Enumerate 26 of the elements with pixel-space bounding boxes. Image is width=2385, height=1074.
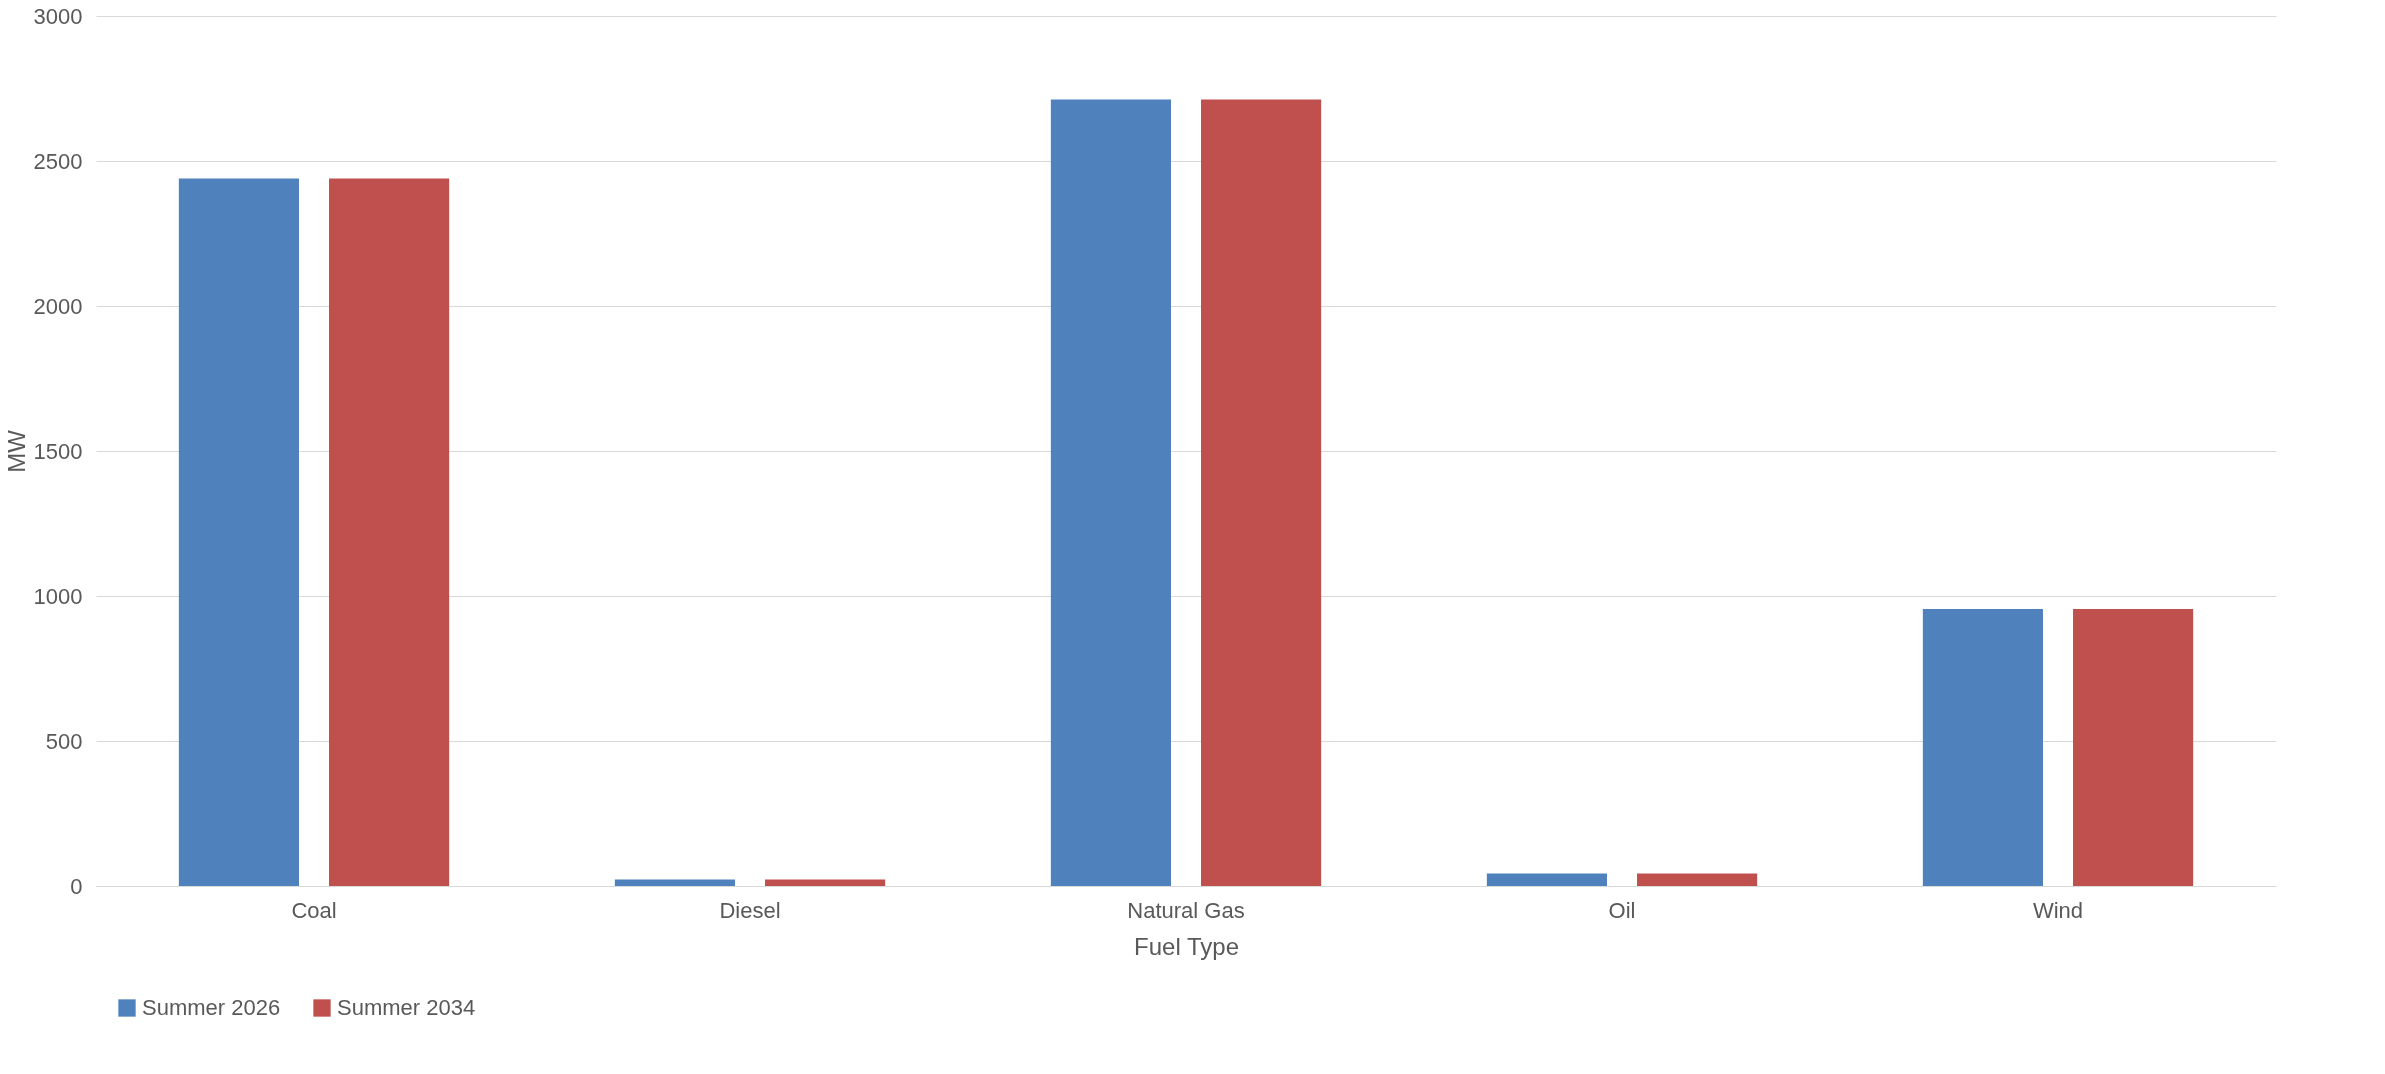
y-tick-label: 0 [70, 873, 83, 899]
bar [1486, 873, 1607, 886]
x-tick-label: Coal [291, 897, 337, 923]
legend-label: Summer 2026 [142, 995, 281, 1020]
y-tick-label: 3000 [33, 3, 83, 29]
y-tick-label: 1000 [33, 583, 83, 609]
bar [1637, 873, 1758, 886]
bar [1201, 99, 1322, 886]
bar [1922, 609, 2043, 886]
x-tick-label: Natural Gas [1127, 897, 1245, 923]
bar [1050, 99, 1171, 886]
x-tick-label: Oil [1608, 897, 1636, 923]
y-tick-label: 2500 [33, 148, 83, 174]
bar [178, 178, 299, 886]
y-tick-label: 500 [45, 728, 83, 754]
bar [329, 178, 450, 886]
x-tick-label: Diesel [719, 897, 781, 923]
x-tick-label: Wind [2032, 897, 2084, 923]
bar [614, 879, 735, 886]
y-axis-title: MW [2, 429, 30, 473]
y-tick-label: 1500 [33, 438, 83, 464]
y-tick-label: 2000 [33, 293, 83, 319]
bar [765, 879, 886, 886]
legend-label: Summer 2034 [337, 995, 476, 1020]
bar [2073, 609, 2194, 886]
x-axis-title: Fuel Type [1134, 932, 1239, 960]
